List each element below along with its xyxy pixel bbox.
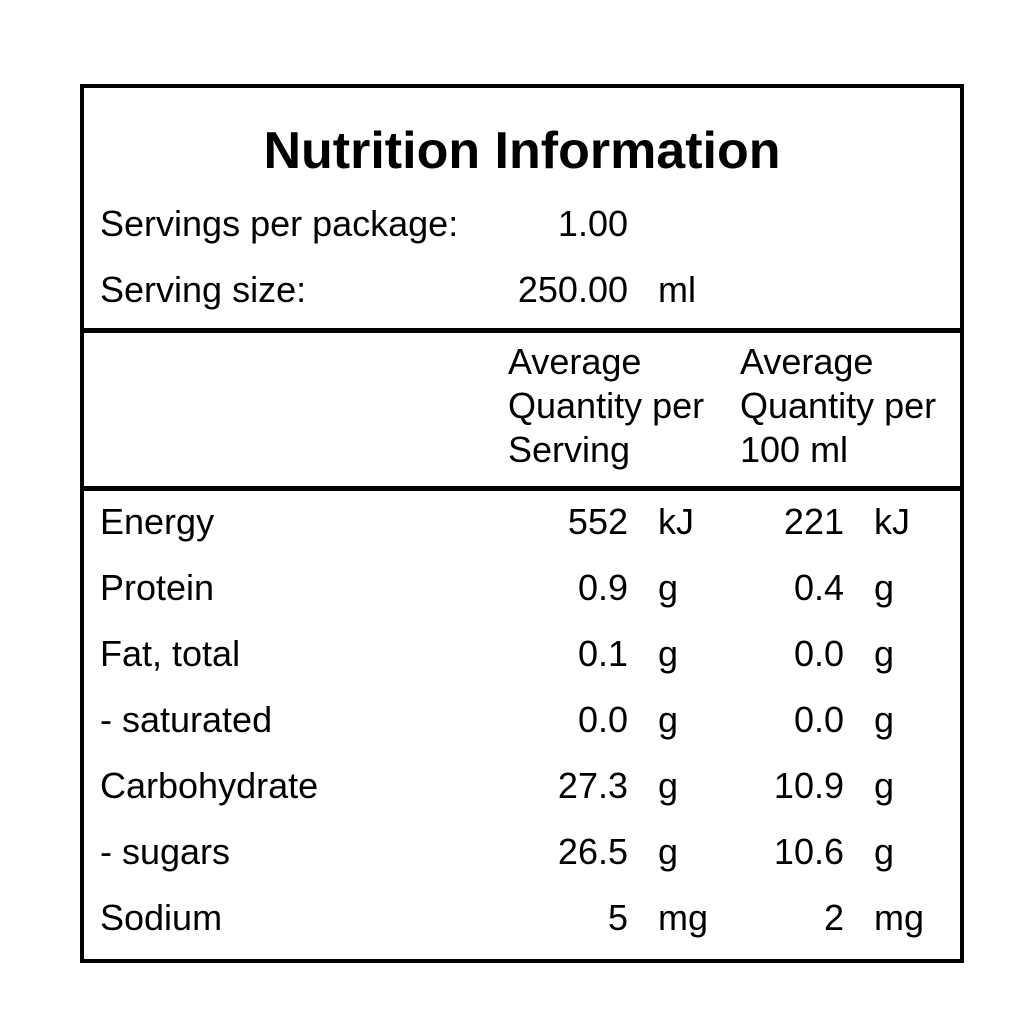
fat-total-per-100-unit: g bbox=[874, 633, 895, 674]
sodium-per-100-unit: mg bbox=[874, 897, 925, 938]
protein-per-100-value: 0.4 bbox=[793, 567, 844, 608]
divider-header bbox=[84, 486, 960, 491]
nutrient-label-saturated: - saturated bbox=[100, 699, 273, 740]
header-per-100-line-3: 100 ml bbox=[740, 429, 849, 470]
carbohydrate-per-100-value: 10.9 bbox=[773, 765, 844, 806]
fat-total-per-100-value: 0.0 bbox=[793, 633, 844, 674]
panel-title: Nutrition Information bbox=[263, 122, 781, 180]
sodium-per-serving-unit: mg bbox=[658, 897, 709, 938]
saturated-per-serving-unit: g bbox=[658, 699, 679, 740]
nutrient-label-fat-total: Fat, total bbox=[100, 633, 241, 674]
protein-per-serving-unit: g bbox=[658, 567, 679, 608]
carbohydrate-per-100-unit: g bbox=[874, 765, 895, 806]
nutrient-label-sugars: - sugars bbox=[100, 831, 231, 872]
sugars-per-serving-value: 26.5 bbox=[557, 831, 628, 872]
carbohydrate-per-serving-unit: g bbox=[658, 765, 679, 806]
header-per-serving-line-2: Quantity per bbox=[508, 385, 705, 426]
nutrient-label-protein: Protein bbox=[100, 567, 215, 608]
servings-per-package-label: Servings per package: bbox=[100, 203, 459, 244]
header-per-serving-line-3: Serving bbox=[508, 429, 631, 470]
sugars-per-100-value: 10.6 bbox=[773, 831, 844, 872]
divider-top bbox=[84, 328, 960, 333]
sodium-per-100-value: 2 bbox=[823, 897, 844, 938]
nutrition-panel: Nutrition Information Servings per packa… bbox=[80, 84, 964, 963]
protein-per-serving-value: 0.9 bbox=[577, 567, 628, 608]
serving-size-value: 250.00 bbox=[517, 269, 628, 310]
servings-per-package-value: 1.00 bbox=[557, 203, 628, 244]
serving-size-label: Serving size: bbox=[100, 269, 307, 310]
saturated-per-serving-value: 0.0 bbox=[577, 699, 628, 740]
serving-size-unit: ml bbox=[658, 269, 696, 310]
fat-total-per-serving-unit: g bbox=[658, 633, 679, 674]
header-per-100-line-2: Quantity per bbox=[740, 385, 937, 426]
energy-per-serving-unit: kJ bbox=[658, 501, 694, 542]
nutrient-label-carbohydrate: Carbohydrate bbox=[100, 765, 319, 806]
protein-per-100-unit: g bbox=[874, 567, 895, 608]
nutrient-label-energy: Energy bbox=[100, 501, 215, 542]
carbohydrate-per-serving-value: 27.3 bbox=[557, 765, 628, 806]
nutrient-label-sodium: Sodium bbox=[100, 897, 223, 938]
energy-per-100-value: 221 bbox=[783, 501, 844, 542]
saturated-per-100-unit: g bbox=[874, 699, 895, 740]
fat-total-per-serving-value: 0.1 bbox=[577, 633, 628, 674]
header-per-100-line-1: Average bbox=[740, 341, 874, 382]
sugars-per-serving-unit: g bbox=[658, 831, 679, 872]
sodium-per-serving-value: 5 bbox=[607, 897, 628, 938]
saturated-per-100-value: 0.0 bbox=[793, 699, 844, 740]
header-per-serving-line-1: Average bbox=[508, 341, 642, 382]
energy-per-100-unit: kJ bbox=[874, 501, 910, 542]
energy-per-serving-value: 552 bbox=[567, 501, 628, 542]
sugars-per-100-unit: g bbox=[874, 831, 895, 872]
